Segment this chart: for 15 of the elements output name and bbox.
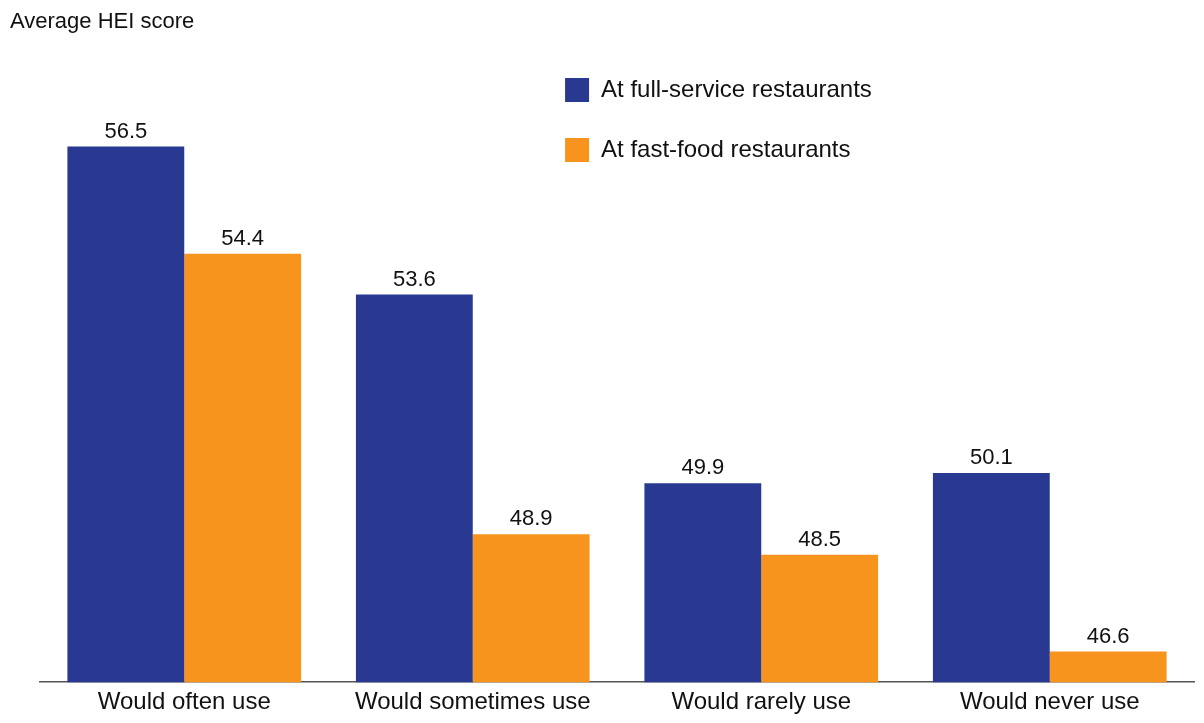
data-label: 54.4 xyxy=(221,224,265,250)
legend-label: At fast-food restaurants xyxy=(601,134,851,162)
x-tick-label: Would often use xyxy=(97,687,271,715)
data-label: 53.6 xyxy=(392,265,436,291)
x-tick-label: Would sometimes use xyxy=(354,687,591,715)
data-label: 50.1 xyxy=(969,444,1013,470)
x-tick-label: Would rarely use xyxy=(671,687,852,715)
data-label: 48.9 xyxy=(509,505,553,531)
text: Average HEI score xyxy=(10,8,195,34)
legend-label: At full-service restaurants xyxy=(601,74,872,102)
data-label: 46.6 xyxy=(1086,622,1130,648)
x-tick-label: Would never use xyxy=(959,687,1140,715)
data-label: 56.5 xyxy=(104,117,148,143)
data-label: 49.9 xyxy=(681,454,725,480)
data-label: 48.5 xyxy=(798,525,842,551)
